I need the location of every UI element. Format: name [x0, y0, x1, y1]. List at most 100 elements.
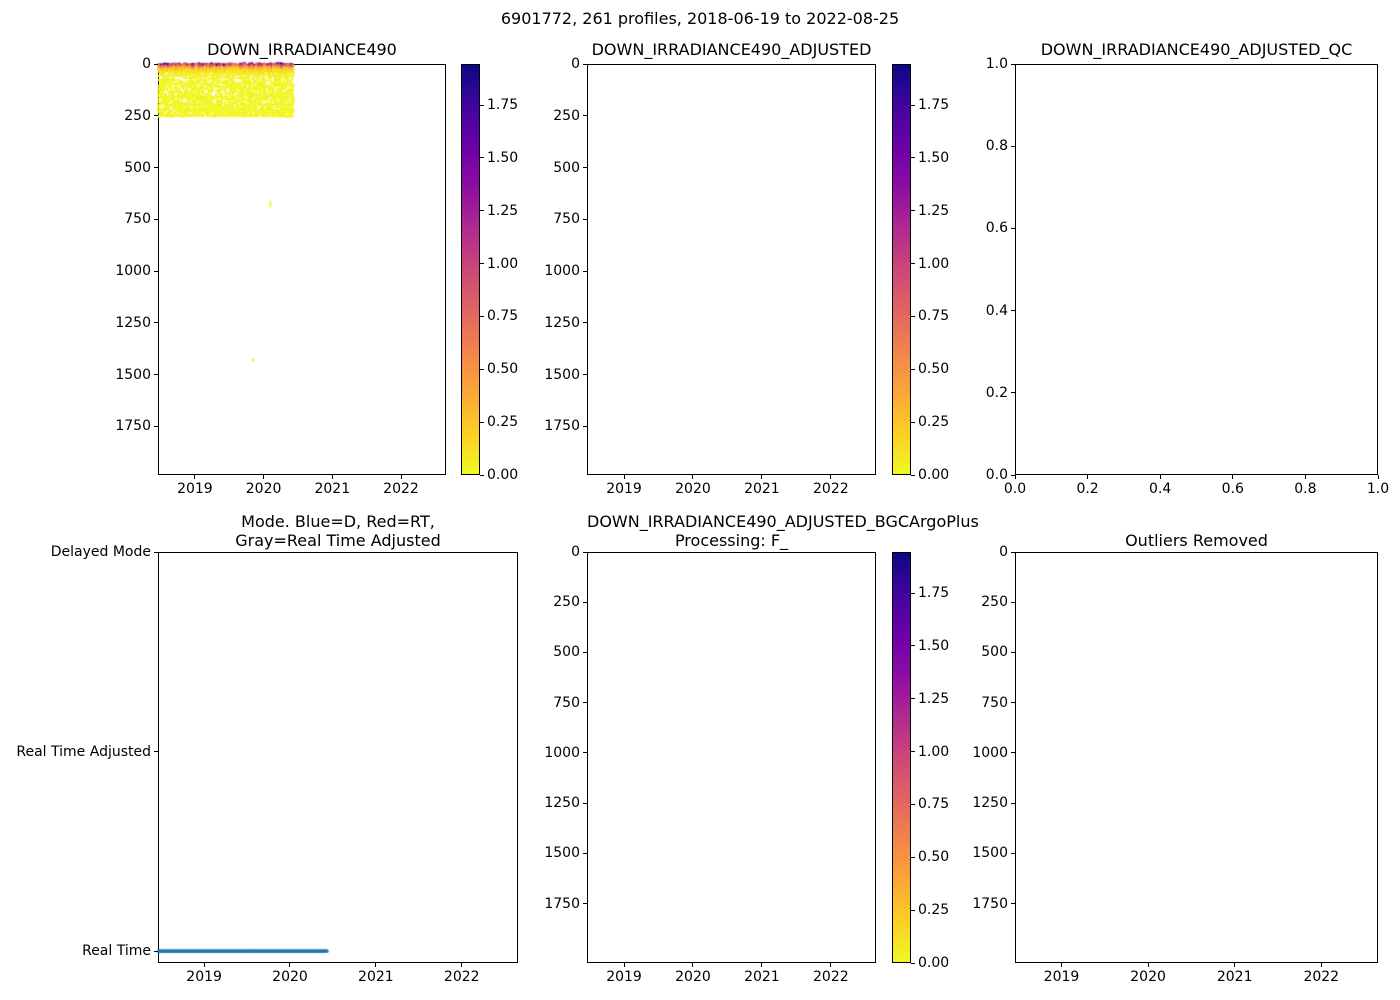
x-tick-label: 2019	[606, 481, 642, 497]
x-tick-label: 2021	[744, 969, 780, 985]
y-tick-label: 750	[553, 694, 580, 711]
x-tick-label: 1.0	[1366, 481, 1390, 497]
colorbar-tick-label: 0.50	[918, 849, 950, 866]
colorbar-tick	[911, 856, 915, 858]
x-tick-label: 2019	[186, 969, 222, 985]
y-tick-label: 1750	[544, 418, 580, 435]
y-tick	[583, 551, 587, 553]
y-tick-label: 750	[981, 694, 1008, 711]
x-tick-label: 2021	[358, 969, 394, 985]
colorbar-tick-label: 1.00	[918, 255, 950, 272]
y-tick	[583, 374, 587, 376]
colorbar-tick	[480, 104, 484, 106]
x-tick	[623, 475, 625, 479]
y-tick-label: 1500	[544, 845, 580, 862]
y-tick-label: 1750	[972, 895, 1008, 912]
x-tick	[331, 475, 333, 479]
y-tick	[1011, 903, 1015, 905]
x-tick	[1232, 475, 1234, 479]
x-tick-label: 0.8	[1294, 481, 1317, 497]
colorbar-tick-label: 1.75	[918, 585, 950, 601]
y-tick	[583, 63, 587, 65]
x-tick-label: 2022	[813, 481, 849, 497]
x-tick	[1159, 475, 1161, 479]
y-tick-label: 500	[981, 644, 1008, 661]
x-tick-label: 0.4	[1149, 481, 1172, 497]
colorbar-tick	[911, 315, 915, 317]
y-tick	[583, 167, 587, 169]
colorbar-tick-label: 0.75	[487, 308, 519, 325]
y-tick	[154, 218, 158, 220]
colorbar-tick	[911, 210, 915, 212]
colorbar-tick	[911, 421, 915, 423]
y-tick-label: 0	[999, 544, 1008, 560]
colorbar-tick	[911, 645, 915, 647]
y-tick	[583, 270, 587, 272]
x-tick-label: 2021	[314, 481, 351, 497]
y-tick-label: 250	[553, 107, 580, 124]
colorbar-tick-label: 1.50	[918, 149, 950, 166]
x-tick	[692, 963, 694, 967]
colorbar-tick-label: 1.25	[487, 202, 519, 219]
colorbar	[461, 64, 480, 475]
y-tick	[583, 852, 587, 854]
x-tick	[761, 475, 763, 479]
colorbar-tick	[911, 803, 915, 805]
colorbar-tick	[911, 474, 915, 476]
x-tick-label: 2022	[383, 481, 419, 497]
colorbar-tick-label: 1.75	[918, 97, 950, 113]
y-tick	[583, 802, 587, 804]
y-tick-label: 0	[571, 544, 580, 560]
colorbar-tick-label: 0.25	[918, 902, 950, 919]
x-tick-label: 0.2	[1076, 481, 1099, 497]
colorbar-tick-label: 1.25	[918, 202, 950, 219]
colorbar-tick	[911, 751, 915, 753]
colorbar-tick-label: 0.25	[918, 414, 950, 431]
x-tick	[761, 963, 763, 967]
colorbar-tick	[480, 368, 484, 370]
x-tick	[1377, 475, 1379, 479]
y-tick	[583, 702, 587, 704]
y-tick	[1011, 702, 1015, 704]
x-tick	[400, 475, 402, 479]
x-tick	[1234, 963, 1236, 967]
y-tick-label: 500	[553, 159, 580, 176]
x-tick-label: 2022	[813, 969, 849, 985]
colorbar-tick-label: 0.00	[487, 467, 519, 483]
y-tick	[583, 218, 587, 220]
y-tick-label: 750	[124, 211, 151, 228]
y-tick-label: 250	[553, 594, 580, 611]
x-tick-label: 2020	[675, 969, 711, 985]
x-tick-label: 2019	[606, 969, 642, 985]
x-tick-label: 2019	[177, 481, 213, 497]
y-tick	[154, 270, 158, 272]
x-tick-label: 2020	[245, 481, 282, 497]
y-tick	[583, 752, 587, 754]
y-tick	[154, 751, 158, 753]
x-tick	[375, 963, 377, 967]
y-tick	[1011, 752, 1015, 754]
y-tick	[583, 601, 587, 603]
y-tick-label: 0.4	[985, 302, 1008, 319]
x-tick-label: 2019	[1043, 969, 1080, 985]
y-tick-label: 1000	[544, 263, 580, 280]
x-tick	[203, 963, 205, 967]
colorbar-tick	[480, 315, 484, 317]
y-tick	[1011, 852, 1015, 854]
y-tick	[154, 322, 158, 324]
colorbar-tick	[911, 157, 915, 159]
y-tick	[1011, 392, 1015, 394]
y-tick-label: 1250	[544, 314, 580, 331]
y-tick-label: 1000	[972, 744, 1008, 761]
colorbar-tick	[480, 263, 484, 265]
y-tick	[1011, 601, 1015, 603]
x-tick	[1014, 475, 1016, 479]
y-tick-label: 1750	[544, 895, 580, 912]
y-tick-label: 1500	[972, 845, 1008, 862]
y-tick-label: 0.8	[985, 138, 1008, 155]
y-tick-label: 0	[142, 56, 151, 72]
y-tick	[583, 322, 587, 324]
colorbar-tick-label: 0.50	[487, 361, 519, 378]
y-tick-label: 250	[981, 594, 1008, 611]
y-tick-label: 1500	[544, 366, 580, 383]
